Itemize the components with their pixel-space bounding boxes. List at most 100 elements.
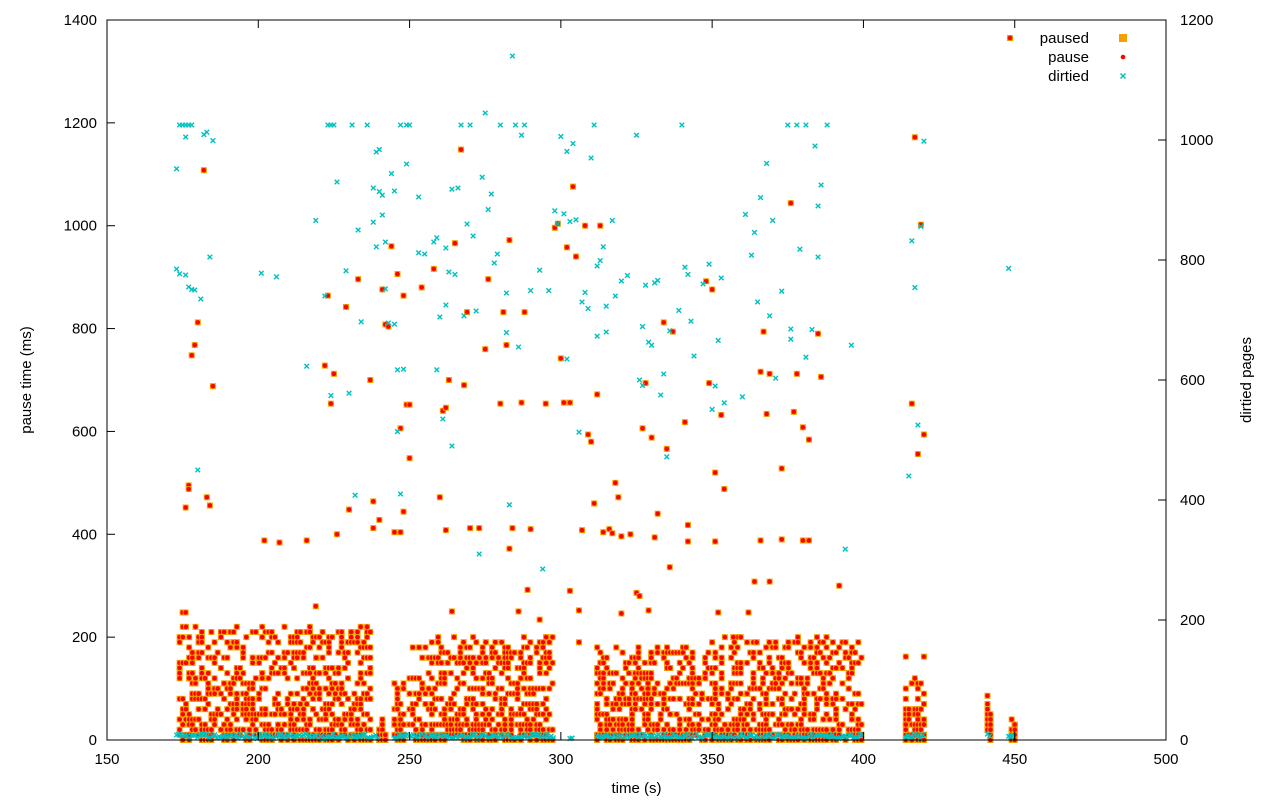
pause-point [416,696,422,702]
pause-point [423,645,428,650]
pause-point [632,660,638,666]
pause-point [620,722,625,727]
pause-point [323,717,329,722]
pause-point [483,639,489,645]
pause-point [547,650,552,655]
pause-point [317,686,322,691]
pause-point [343,304,349,310]
pause-point [767,655,772,661]
pause-point [903,696,909,702]
pause-point [1009,717,1014,722]
pause-point [435,655,441,661]
pause-point [486,722,492,727]
pause-point [231,711,236,717]
pause-point [719,660,724,666]
pause-point [301,655,306,661]
pause-point [789,706,794,712]
dirtied-stroke [216,733,222,740]
pause-point [461,382,467,388]
pause-point [442,706,447,712]
pause-point [713,696,718,702]
pause-point [212,722,217,727]
pause-point [482,346,488,352]
pause-point [912,675,918,681]
pause-point [323,670,329,676]
pause-point [706,727,711,733]
pause-point [429,639,435,645]
pause-point [449,609,455,614]
pause-point [855,660,861,666]
pause-point [547,639,552,645]
pause-point [667,564,673,570]
pause-point [186,634,192,640]
pause-point [493,665,498,671]
pause-point [732,639,737,645]
pause-point [751,650,756,655]
pause-point [205,681,211,686]
pause-point [310,665,316,671]
pause-point [604,711,609,717]
pause-point [735,727,740,733]
pause-point [310,696,316,702]
pause-point [294,706,300,712]
pause-point [336,717,341,722]
pause-point [454,675,460,681]
pause-point [367,696,373,702]
pause-point [985,701,990,707]
pause-point [561,400,567,405]
pause-point [702,660,708,666]
pause-point [313,655,319,661]
pause-point [186,486,191,492]
pause-point [263,686,268,691]
pause-point [763,722,769,727]
pause-point [655,701,660,707]
pause-point [751,711,756,717]
pause-point [600,529,606,535]
pause-point [342,727,348,733]
pause-point [655,727,660,733]
dirtied-stroke [266,732,273,739]
pause-point [754,639,759,645]
pause-point [779,466,785,471]
pause-point [921,432,927,437]
pause-point [632,706,638,712]
pause-point [435,639,441,645]
pause-point [301,650,306,655]
pause-point [591,501,597,506]
pause-point [329,665,335,671]
pause-point [201,167,207,173]
pause-point [833,711,839,717]
pause-point [699,717,705,722]
pause-point [429,660,435,666]
pause-point [328,401,334,406]
pause-point [221,629,227,635]
pause-point [537,665,543,671]
pause-point [738,681,744,686]
pause-point [454,717,460,722]
pause-point [505,645,511,650]
pause-point [234,706,240,712]
dirtied-stroke [222,732,229,739]
pause-point [483,660,489,666]
pause-point [228,722,233,727]
pause-point [677,722,683,727]
pause-point [537,722,543,727]
pause-point [760,675,766,681]
pause-point [800,425,806,430]
pause-point [527,727,533,733]
pause-point [788,200,794,206]
pause-point [429,727,435,733]
pause-point [480,686,485,691]
pause-point [696,722,702,727]
pause-point [817,670,823,676]
pause-point [988,722,993,727]
pause-point [501,309,506,315]
pause-point [594,706,600,712]
pause-point [770,701,775,707]
pause-point [413,701,419,707]
pause-point [652,691,657,697]
pause-point [461,639,466,645]
pause-point [339,701,344,707]
pause-point [623,665,629,671]
pause-point [486,670,492,676]
